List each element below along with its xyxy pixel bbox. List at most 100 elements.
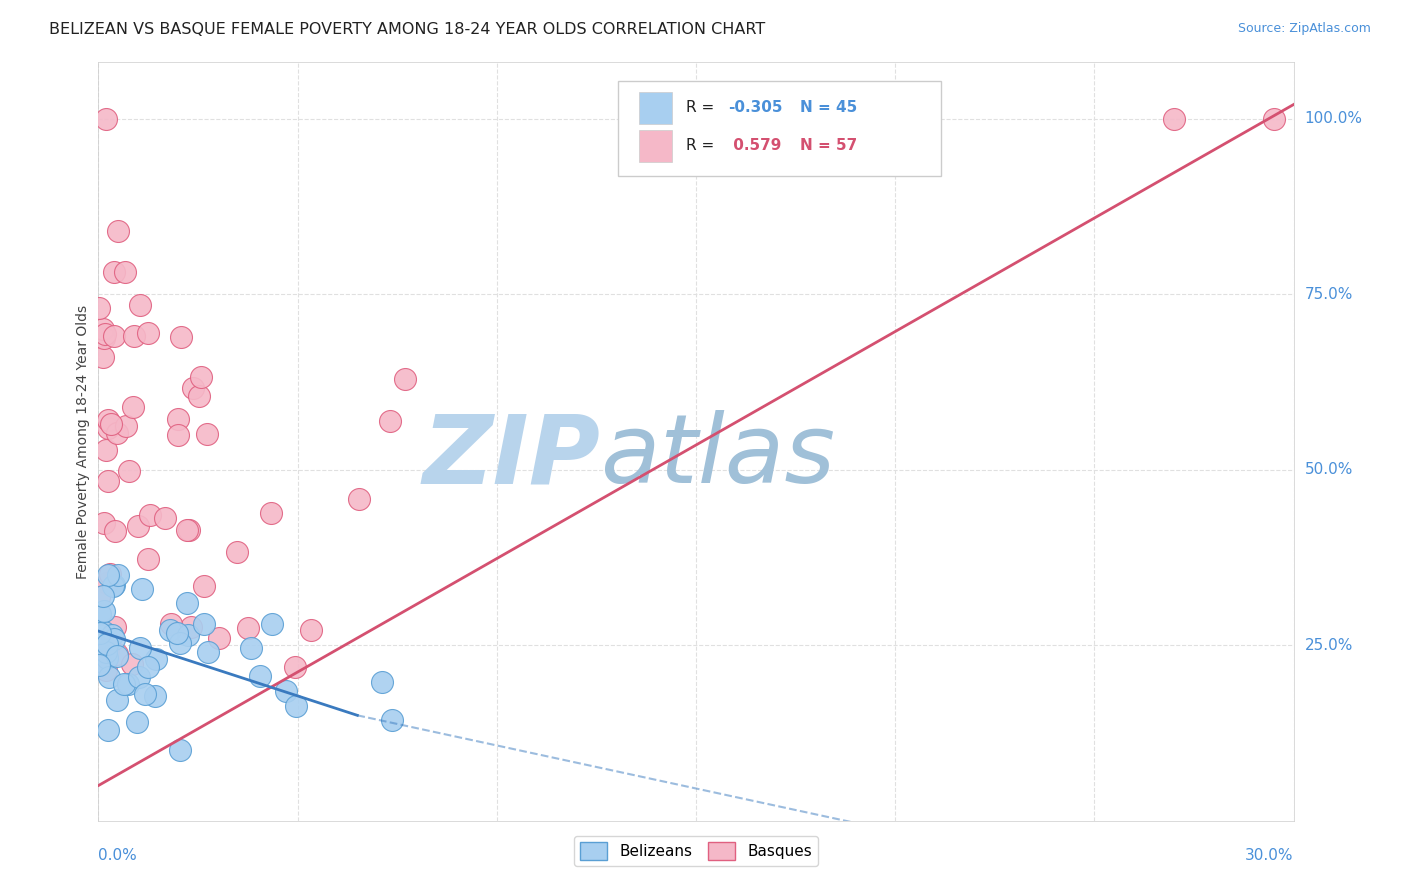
Point <box>197 645 219 659</box>
Point <box>1163 112 1185 126</box>
Point <box>94 443 117 458</box>
Point <box>159 623 181 637</box>
Point <box>101 628 124 642</box>
Point <box>107 224 129 238</box>
Point <box>96 576 118 591</box>
Point <box>93 322 115 336</box>
Text: ZIP: ZIP <box>422 410 600 503</box>
Point <box>87 591 110 605</box>
Point <box>94 645 117 659</box>
Point <box>260 506 283 520</box>
Point <box>370 675 392 690</box>
Point <box>104 620 127 634</box>
Text: R =: R = <box>686 101 720 115</box>
Point <box>105 648 128 663</box>
Text: 30.0%: 30.0% <box>1246 848 1294 863</box>
Point <box>100 417 122 431</box>
Point <box>105 425 128 440</box>
Point <box>131 582 153 596</box>
Point <box>276 684 298 698</box>
Text: 0.579: 0.579 <box>728 138 782 153</box>
Point <box>285 698 308 713</box>
Text: 0.0%: 0.0% <box>98 848 138 863</box>
Point <box>91 589 114 603</box>
Point <box>190 369 212 384</box>
Point <box>145 652 167 666</box>
Point <box>93 604 115 618</box>
Point <box>103 632 125 646</box>
Point <box>122 329 145 343</box>
Point <box>195 427 218 442</box>
Point <box>117 677 139 691</box>
Point <box>96 636 118 650</box>
Point <box>394 372 416 386</box>
Point <box>94 663 117 677</box>
Point <box>169 636 191 650</box>
Point <box>136 326 159 340</box>
Point <box>238 621 260 635</box>
Point <box>114 265 136 279</box>
Point <box>153 511 176 525</box>
Point <box>1263 112 1285 126</box>
Point <box>284 659 307 673</box>
Text: 50.0%: 50.0% <box>1305 462 1353 477</box>
Point <box>129 641 152 656</box>
Text: 100.0%: 100.0% <box>1305 112 1362 126</box>
Point <box>94 327 117 342</box>
Point <box>103 578 125 592</box>
Point <box>136 552 159 566</box>
Point <box>176 596 198 610</box>
Point <box>170 330 193 344</box>
Point <box>347 492 370 507</box>
Point <box>176 523 198 537</box>
Point <box>188 389 211 403</box>
Point <box>91 350 114 364</box>
Point <box>97 723 120 737</box>
Point <box>166 626 188 640</box>
Y-axis label: Female Poverty Among 18-24 Year Olds: Female Poverty Among 18-24 Year Olds <box>76 304 90 579</box>
Point <box>239 641 262 656</box>
Point <box>107 568 129 582</box>
Point <box>87 658 110 673</box>
Point <box>93 331 115 345</box>
Point <box>89 607 111 622</box>
Point <box>176 628 198 642</box>
Point <box>104 524 127 538</box>
Point <box>121 657 143 672</box>
Point <box>193 616 215 631</box>
Point <box>177 523 200 537</box>
Point <box>96 650 118 665</box>
Text: -0.305: -0.305 <box>728 101 783 115</box>
Point <box>87 301 110 315</box>
Text: Source: ZipAtlas.com: Source: ZipAtlas.com <box>1237 22 1371 36</box>
Point <box>97 474 120 488</box>
Point <box>134 687 156 701</box>
Point <box>105 693 128 707</box>
Point <box>89 626 111 640</box>
Text: 75.0%: 75.0% <box>1305 286 1353 301</box>
Point <box>160 617 183 632</box>
Point <box>96 112 118 126</box>
Text: R =: R = <box>686 138 720 153</box>
Point <box>169 743 191 757</box>
Text: 25.0%: 25.0% <box>1305 638 1353 653</box>
Point <box>103 265 125 279</box>
Point <box>181 381 204 395</box>
Text: atlas: atlas <box>600 410 835 503</box>
Point <box>96 421 118 435</box>
Point <box>381 713 404 727</box>
Point <box>112 677 135 691</box>
Point <box>260 617 283 632</box>
Point <box>143 689 166 703</box>
Point <box>226 545 249 559</box>
FancyBboxPatch shape <box>619 81 941 177</box>
Legend: Belizeans, Basques: Belizeans, Basques <box>574 836 818 866</box>
Point <box>115 418 138 433</box>
Point <box>93 516 115 530</box>
Point <box>299 623 322 637</box>
Point <box>105 647 128 661</box>
Point <box>167 412 190 426</box>
Point <box>101 579 124 593</box>
Point <box>249 669 271 683</box>
FancyBboxPatch shape <box>638 130 672 161</box>
